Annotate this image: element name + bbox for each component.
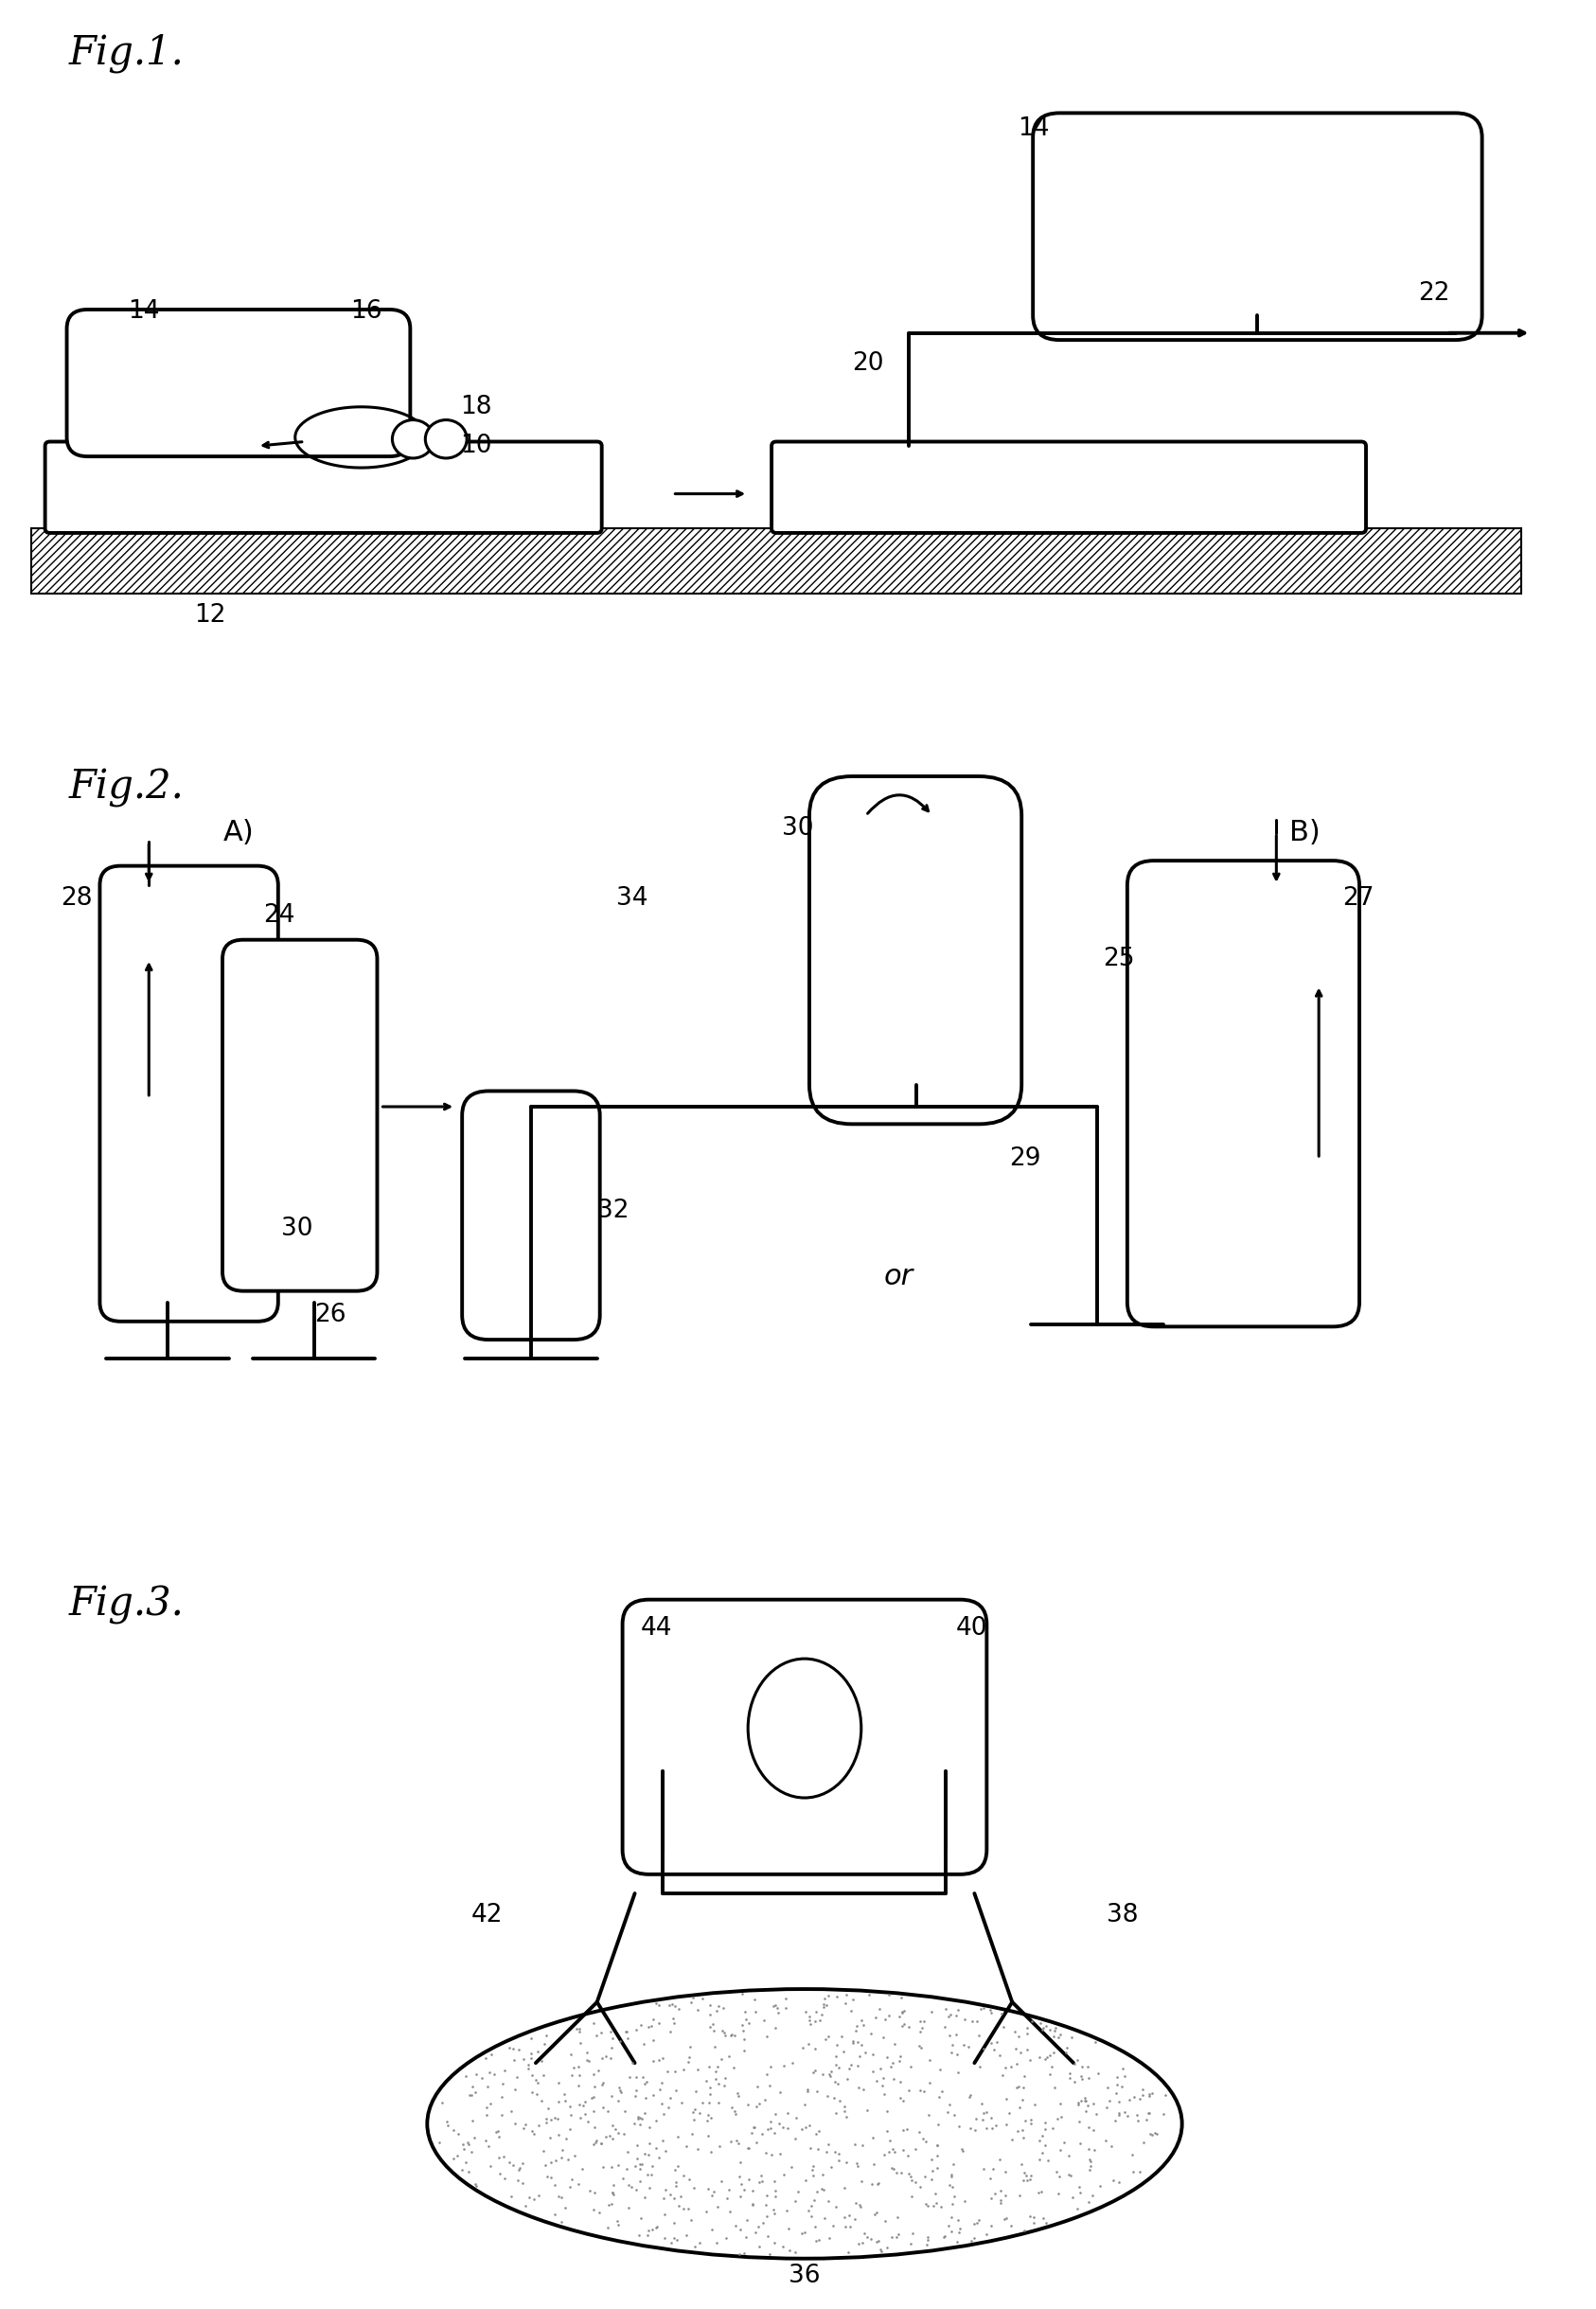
FancyBboxPatch shape bbox=[463, 1092, 600, 1339]
Text: 40: 40 bbox=[956, 1616, 988, 1642]
Text: 42: 42 bbox=[471, 1903, 503, 1928]
Text: 10: 10 bbox=[460, 434, 492, 457]
Text: 36: 36 bbox=[788, 2263, 820, 2288]
Bar bbox=[30, 529, 1521, 593]
FancyBboxPatch shape bbox=[1127, 861, 1360, 1328]
Text: Fig.3.: Fig.3. bbox=[69, 1584, 184, 1626]
Text: 18: 18 bbox=[460, 395, 492, 420]
Text: A): A) bbox=[223, 820, 254, 847]
Text: 29: 29 bbox=[1009, 1148, 1041, 1171]
Ellipse shape bbox=[749, 1658, 862, 1799]
Text: 28: 28 bbox=[61, 887, 93, 910]
Ellipse shape bbox=[428, 1988, 1183, 2258]
Text: Fig.1.: Fig.1. bbox=[69, 32, 184, 74]
Text: 46: 46 bbox=[788, 1720, 820, 1746]
Text: or: or bbox=[884, 1263, 913, 1291]
FancyBboxPatch shape bbox=[101, 866, 278, 1321]
Text: 25: 25 bbox=[1103, 947, 1135, 972]
Text: 27: 27 bbox=[1342, 887, 1374, 910]
Text: 30: 30 bbox=[281, 1217, 313, 1240]
Text: 44: 44 bbox=[642, 1616, 672, 1642]
Text: 16: 16 bbox=[350, 298, 381, 323]
Text: 32: 32 bbox=[597, 1198, 629, 1224]
Text: 14: 14 bbox=[1018, 115, 1050, 141]
Text: 22: 22 bbox=[1417, 282, 1449, 307]
FancyBboxPatch shape bbox=[67, 309, 410, 457]
Text: 26: 26 bbox=[314, 1302, 346, 1328]
Circle shape bbox=[425, 420, 468, 457]
FancyBboxPatch shape bbox=[45, 441, 602, 533]
Text: 38: 38 bbox=[1106, 1903, 1138, 1928]
Text: 12: 12 bbox=[195, 603, 227, 628]
FancyBboxPatch shape bbox=[622, 1600, 986, 1875]
Text: 14: 14 bbox=[128, 298, 160, 323]
Text: 30: 30 bbox=[782, 815, 814, 840]
FancyBboxPatch shape bbox=[771, 441, 1366, 533]
FancyBboxPatch shape bbox=[809, 776, 1021, 1124]
Text: 34: 34 bbox=[616, 887, 648, 910]
Text: Fig.2.: Fig.2. bbox=[69, 767, 184, 808]
FancyBboxPatch shape bbox=[1033, 113, 1483, 339]
FancyBboxPatch shape bbox=[222, 940, 377, 1291]
Text: B): B) bbox=[1290, 820, 1320, 847]
Text: 20: 20 bbox=[852, 351, 884, 376]
Circle shape bbox=[393, 420, 434, 457]
Text: 24: 24 bbox=[263, 903, 295, 928]
